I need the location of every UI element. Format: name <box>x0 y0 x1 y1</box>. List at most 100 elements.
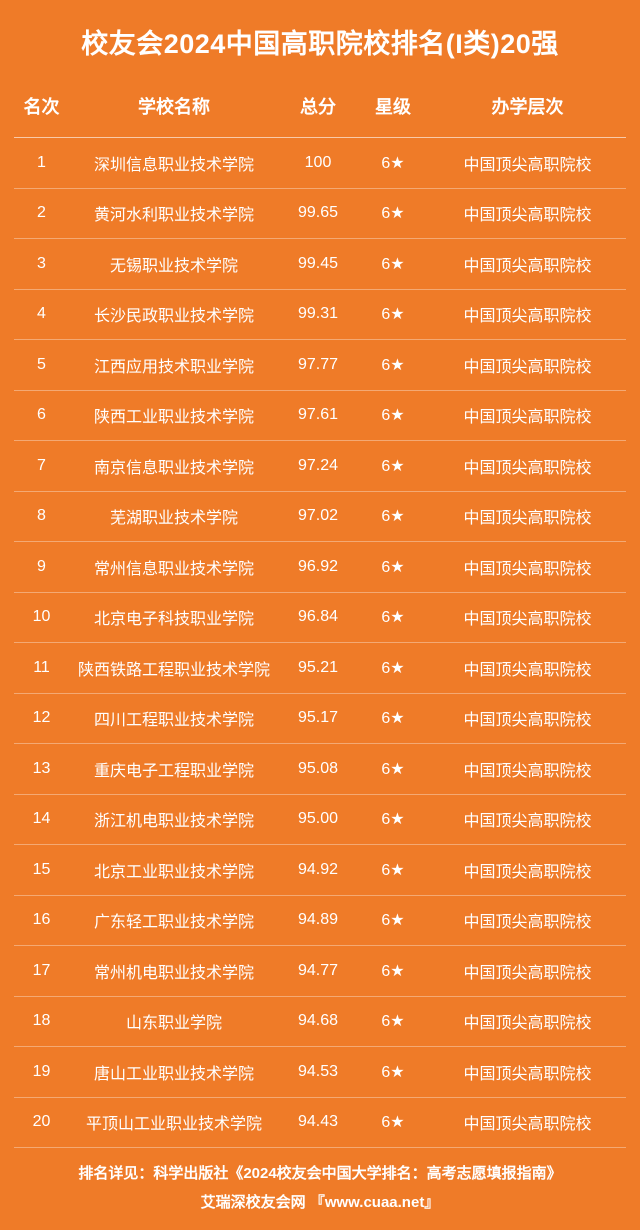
cell-star: 6★ <box>357 239 429 290</box>
cell-star: 6★ <box>357 138 429 189</box>
table-row: 9常州信息职业技术学院96.926★中国顶尖高职院校 <box>14 542 626 593</box>
cell-name: 长沙民政职业技术学院 <box>69 289 279 340</box>
cell-level: 中国顶尖高职院校 <box>429 895 626 946</box>
ranking-table: 名次 学校名称 总分 星级 办学层次 1深圳信息职业技术学院1006★中国顶尖高… <box>14 79 626 1148</box>
cell-star: 6★ <box>357 340 429 391</box>
table-row: 17常州机电职业技术学院94.776★中国顶尖高职院校 <box>14 946 626 997</box>
cell-rank: 2 <box>14 188 69 239</box>
cell-score: 97.02 <box>279 491 357 542</box>
col-header-level: 办学层次 <box>429 79 626 138</box>
cell-rank: 4 <box>14 289 69 340</box>
cell-rank: 14 <box>14 794 69 845</box>
cell-level: 中国顶尖高职院校 <box>429 1047 626 1098</box>
table-row: 14浙江机电职业技术学院95.006★中国顶尖高职院校 <box>14 794 626 845</box>
footer-source: 排名详见：科学出版社《2024校友会中国大学排名：高考志愿填报指南》 <box>10 1162 630 1183</box>
cell-rank: 7 <box>14 441 69 492</box>
cell-star: 6★ <box>357 744 429 795</box>
cell-name: 四川工程职业技术学院 <box>69 693 279 744</box>
cell-level: 中国顶尖高职院校 <box>429 643 626 694</box>
cell-level: 中国顶尖高职院校 <box>429 996 626 1047</box>
cell-rank: 1 <box>14 138 69 189</box>
table-row: 3无锡职业技术学院99.456★中国顶尖高职院校 <box>14 239 626 290</box>
cell-rank: 10 <box>14 592 69 643</box>
cell-star: 6★ <box>357 996 429 1047</box>
cell-level: 中国顶尖高职院校 <box>429 289 626 340</box>
cell-star: 6★ <box>357 592 429 643</box>
cell-score: 99.65 <box>279 188 357 239</box>
cell-score: 100 <box>279 138 357 189</box>
cell-score: 94.92 <box>279 845 357 896</box>
cell-star: 6★ <box>357 693 429 744</box>
cell-rank: 13 <box>14 744 69 795</box>
cell-score: 97.61 <box>279 390 357 441</box>
cell-score: 99.45 <box>279 239 357 290</box>
cell-name: 芜湖职业技术学院 <box>69 491 279 542</box>
cell-score: 96.92 <box>279 542 357 593</box>
cell-score: 94.77 <box>279 946 357 997</box>
cell-name: 平顶山工业职业技术学院 <box>69 1097 279 1148</box>
cell-level: 中国顶尖高职院校 <box>429 340 626 391</box>
cell-rank: 3 <box>14 239 69 290</box>
cell-name: 南京信息职业技术学院 <box>69 441 279 492</box>
table-row: 1深圳信息职业技术学院1006★中国顶尖高职院校 <box>14 138 626 189</box>
cell-score: 97.24 <box>279 441 357 492</box>
cell-rank: 5 <box>14 340 69 391</box>
table-row: 18山东职业学院94.686★中国顶尖高职院校 <box>14 996 626 1047</box>
cell-score: 95.21 <box>279 643 357 694</box>
cell-level: 中国顶尖高职院校 <box>429 693 626 744</box>
cell-rank: 6 <box>14 390 69 441</box>
cell-star: 6★ <box>357 946 429 997</box>
cell-level: 中国顶尖高职院校 <box>429 188 626 239</box>
ranking-table-body: 1深圳信息职业技术学院1006★中国顶尖高职院校2黄河水利职业技术学院99.65… <box>14 138 626 1148</box>
cell-name: 黄河水利职业技术学院 <box>69 188 279 239</box>
cell-level: 中国顶尖高职院校 <box>429 794 626 845</box>
cell-level: 中国顶尖高职院校 <box>429 239 626 290</box>
cell-level: 中国顶尖高职院校 <box>429 1097 626 1148</box>
cell-rank: 12 <box>14 693 69 744</box>
col-header-rank: 名次 <box>14 79 69 138</box>
col-header-score: 总分 <box>279 79 357 138</box>
cell-score: 94.89 <box>279 895 357 946</box>
cell-level: 中国顶尖高职院校 <box>429 845 626 896</box>
table-row: 16广东轻工职业技术学院94.896★中国顶尖高职院校 <box>14 895 626 946</box>
cell-rank: 11 <box>14 643 69 694</box>
cell-level: 中国顶尖高职院校 <box>429 542 626 593</box>
cell-name: 无锡职业技术学院 <box>69 239 279 290</box>
cell-score: 94.68 <box>279 996 357 1047</box>
cell-level: 中国顶尖高职院校 <box>429 390 626 441</box>
cell-star: 6★ <box>357 188 429 239</box>
cell-name: 常州信息职业技术学院 <box>69 542 279 593</box>
cell-score: 94.43 <box>279 1097 357 1148</box>
cell-rank: 20 <box>14 1097 69 1148</box>
table-row: 8芜湖职业技术学院97.026★中国顶尖高职院校 <box>14 491 626 542</box>
cell-star: 6★ <box>357 491 429 542</box>
cell-level: 中国顶尖高职院校 <box>429 138 626 189</box>
table-row: 7南京信息职业技术学院97.246★中国顶尖高职院校 <box>14 441 626 492</box>
table-header-row: 名次 学校名称 总分 星级 办学层次 <box>14 79 626 138</box>
cell-level: 中国顶尖高职院校 <box>429 441 626 492</box>
cell-star: 6★ <box>357 895 429 946</box>
table-row: 2黄河水利职业技术学院99.656★中国顶尖高职院校 <box>14 188 626 239</box>
cell-name: 陕西铁路工程职业技术学院 <box>69 643 279 694</box>
cell-name: 重庆电子工程职业学院 <box>69 744 279 795</box>
cell-level: 中国顶尖高职院校 <box>429 491 626 542</box>
cell-score: 95.17 <box>279 693 357 744</box>
cell-rank: 16 <box>14 895 69 946</box>
cell-score: 95.08 <box>279 744 357 795</box>
cell-score: 95.00 <box>279 794 357 845</box>
cell-star: 6★ <box>357 1047 429 1098</box>
table-row: 10北京电子科技职业学院96.846★中国顶尖高职院校 <box>14 592 626 643</box>
cell-score: 97.77 <box>279 340 357 391</box>
cell-star: 6★ <box>357 390 429 441</box>
cell-star: 6★ <box>357 441 429 492</box>
cell-name: 广东轻工职业技术学院 <box>69 895 279 946</box>
cell-rank: 15 <box>14 845 69 896</box>
cell-name: 唐山工业职业技术学院 <box>69 1047 279 1098</box>
cell-star: 6★ <box>357 1097 429 1148</box>
cell-rank: 17 <box>14 946 69 997</box>
cell-rank: 18 <box>14 996 69 1047</box>
cell-star: 6★ <box>357 643 429 694</box>
cell-level: 中国顶尖高职院校 <box>429 946 626 997</box>
col-header-name: 学校名称 <box>69 79 279 138</box>
page-root: 校友会2024中国高职院校排名(I类)20强 名次 学校名称 总分 星级 办学层… <box>0 0 640 1196</box>
